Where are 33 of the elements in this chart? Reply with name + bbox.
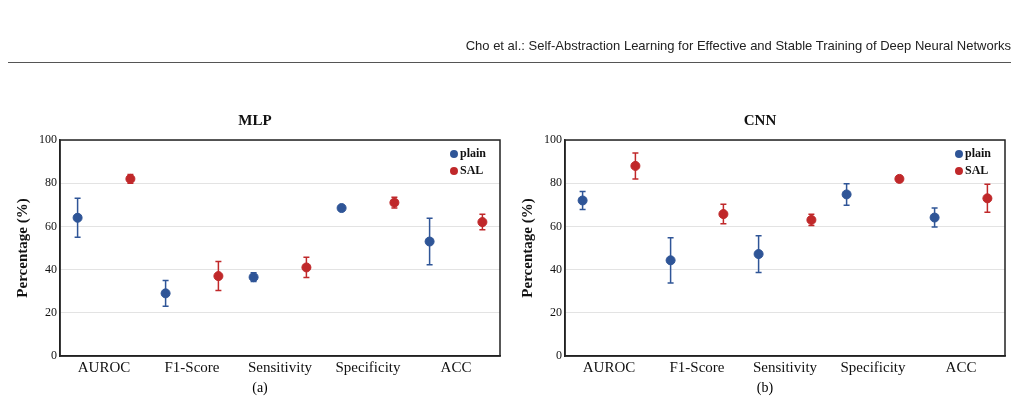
text: Cho et al.: Self-Abstraction Learning for Effective and Stable Training of Deep Neural Networks [465,38,1011,53]
y-tick-label: 20 [550,304,562,319]
legend-label: plain [964,146,992,161]
y-tick-label: 40 [45,261,57,276]
chart-title: MLP [238,111,272,128]
x-tick-label: AUROC [582,358,636,375]
y-tick-label: 60 [550,218,562,233]
y-tick-label: 100 [39,132,57,147]
y-axis-title: Percentage (%) [518,198,536,298]
y-tick-label: 100 [544,132,562,147]
x-tick-label: Specificity [335,358,401,375]
y-tick-label: 0 [556,348,562,363]
x-tick-label: Sensitivity [247,358,313,375]
y-tick-label: 0 [51,348,57,363]
y-axis-title: Percentage (%) [13,198,31,298]
x-tick-label: ACC [945,358,977,375]
legend-label: SAL [964,163,989,178]
x-tick-label: AUROC [77,358,131,375]
text: (a) [251,380,269,396]
y-tick-label: 80 [550,175,562,190]
legend-label: plain [459,146,487,161]
x-tick-label: Sensitivity [752,358,818,375]
text: (b) [755,380,775,396]
y-tick-label: 20 [45,304,57,319]
x-tick-label: F1-Score [164,358,220,375]
y-tick-label: 40 [550,261,562,276]
y-tick-label: 60 [45,218,57,233]
x-tick-label: F1-Score [669,358,725,375]
y-tick-label: 80 [45,175,57,190]
x-tick-label: Specificity [840,358,906,375]
chart-title: CNN [743,111,777,128]
x-tick-label: ACC [440,358,472,375]
legend-label: SAL [459,163,484,178]
